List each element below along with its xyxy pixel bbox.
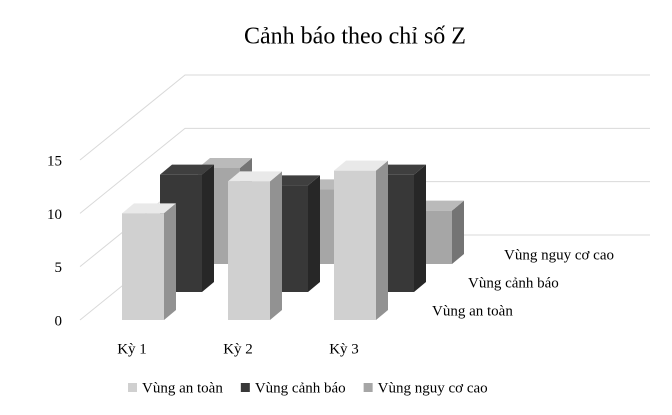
legend-swatch [363, 383, 373, 392]
x-tick-label: Kỳ 1 [117, 341, 147, 357]
depth-tick-label: Vùng nguy cơ cao [504, 247, 614, 263]
bar-side [308, 175, 320, 292]
x-tick-label: Kỳ 2 [223, 341, 253, 357]
bar-side [414, 164, 426, 292]
bar-side [164, 203, 176, 320]
y-tick-label: 10 [47, 207, 62, 223]
legend-label: Vùng cảnh báo [255, 380, 346, 396]
bar-side [452, 200, 464, 264]
chart-title: Cảnh báo theo chỉ số Z [244, 24, 466, 50]
bar-top [160, 164, 214, 175]
bar [334, 160, 388, 320]
depth-tick-label: Vùng cảnh báo [468, 275, 559, 291]
bar [122, 203, 176, 320]
bar [228, 171, 282, 320]
legend-swatch [128, 383, 137, 392]
bar [410, 200, 464, 264]
x-tick-label: Kỳ 3 [329, 341, 359, 357]
legend-label: Vùng nguy cơ cao [378, 380, 488, 396]
y-tick-label: 5 [55, 260, 63, 276]
legend-swatch [240, 383, 250, 392]
bar-side [270, 171, 282, 320]
bar-front [334, 170, 376, 320]
bar-top [334, 160, 388, 171]
grid-line [79, 127, 650, 214]
bar-side [376, 160, 388, 320]
legend-label: Vùng an toàn [142, 380, 223, 396]
bar-top [228, 171, 282, 182]
y-tick-label: 15 [47, 153, 62, 169]
bar-front [122, 213, 164, 320]
bar-front [228, 181, 270, 320]
y-tick-label: 0 [55, 313, 63, 329]
bar-top [122, 203, 176, 214]
depth-tick-label: Vùng an toàn [432, 303, 513, 319]
bar-side [202, 164, 214, 292]
grid-line [79, 74, 650, 161]
